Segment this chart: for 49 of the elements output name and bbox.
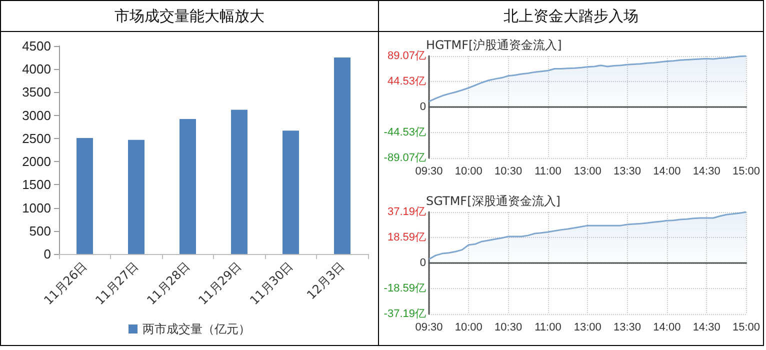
y-tick-label: -44.53亿 — [384, 126, 426, 138]
x-tick-label: 14:00 — [653, 166, 681, 178]
y-tick-label: 0 — [420, 101, 426, 113]
x-tick-label: 11月27日 — [92, 259, 142, 308]
y-tick-label: 4500 — [22, 38, 51, 54]
y-tick-label: 3000 — [22, 108, 51, 123]
chart-title: SGTMF[深股通资金流入] — [426, 194, 560, 208]
y-tick-label: 1500 — [22, 177, 51, 192]
x-tick-label: 15:00 — [732, 166, 760, 178]
x-tick-label: 13:00 — [574, 322, 602, 334]
x-tick-label: 11月29日 — [196, 259, 244, 308]
x-tick-label: 13:30 — [614, 166, 642, 178]
y-tick-label: 2500 — [22, 130, 51, 146]
x-tick-label: 14:30 — [692, 322, 720, 334]
x-tick-label: 14:00 — [653, 322, 681, 334]
x-tick-label: 12月3日 — [304, 259, 348, 302]
x-tick-label: 09:30 — [415, 166, 443, 178]
x-tick-label: 10:00 — [454, 322, 482, 334]
x-tick-label: 10:00 — [454, 166, 482, 178]
y-tick-label: 1000 — [22, 200, 51, 216]
legend-label: 两市成交量（亿元） — [142, 322, 250, 336]
y-tick-label: -37.19亿 — [384, 308, 426, 320]
x-tick-label: 15:00 — [732, 322, 760, 334]
x-tick-label: 13:30 — [614, 322, 642, 334]
chart-subtitle: HGTMF[沪股通资金流入] — [426, 38, 562, 52]
chart-title: 市场成交量能大幅放大 — [1, 1, 378, 32]
chart-title: 北上资金大踏步入场 — [379, 1, 763, 32]
y-tick-label: 18.59亿 — [387, 232, 426, 244]
x-tick-label: 10:30 — [494, 166, 522, 178]
x-tick-label: 11:00 — [534, 322, 562, 334]
y-tick-label: -89.07亿 — [384, 152, 426, 164]
x-tick-label: 09:30 — [415, 322, 443, 334]
y-tick-label: 44.53亿 — [387, 76, 426, 88]
x-tick-label: 11:00 — [534, 166, 562, 178]
x-tick-label: 10:30 — [494, 322, 522, 334]
y-tick-label: 500 — [29, 223, 51, 238]
y-tick-label: 37.19亿 — [387, 206, 426, 218]
x-tick-label: 14:30 — [692, 166, 720, 178]
y-tick-label: -18.59亿 — [384, 282, 426, 294]
x-tick-label: 11月26日 — [41, 259, 90, 308]
x-tick-label: 11月30日 — [247, 259, 296, 308]
y-tick-label: 0 — [44, 246, 51, 262]
y-tick-label: 4000 — [22, 62, 51, 77]
x-tick-label: 13:00 — [574, 166, 602, 178]
y-tick-label: 3500 — [22, 84, 51, 100]
y-tick-label: 2000 — [22, 154, 51, 170]
x-tick-label: 11月28日 — [144, 259, 193, 308]
y-tick-label: 89.07亿 — [387, 50, 426, 62]
y-tick-label: 0 — [420, 257, 426, 269]
